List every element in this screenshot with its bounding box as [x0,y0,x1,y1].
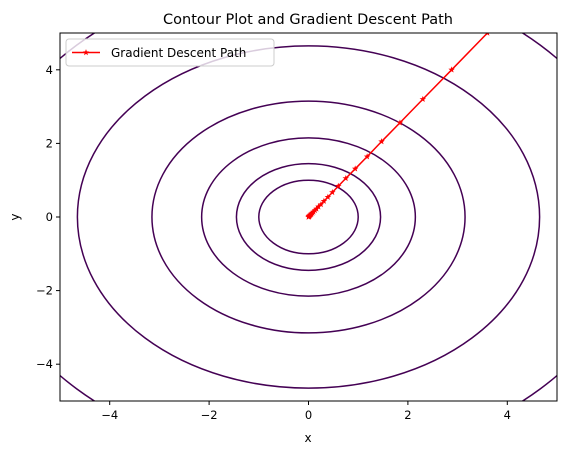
data-point [324,193,332,200]
y-tick-label: 0 [46,210,53,224]
legend-box [65,38,275,67]
contour-line [235,162,382,272]
data-point [311,206,319,214]
x-axis-label: x [304,431,311,445]
y-axis-ticks: −4 −2 0 2 4 [36,63,60,371]
y-tick-label: −2 [36,284,53,298]
x-tick-label: −4 [101,408,118,422]
y-tick-label: 2 [46,136,53,150]
data-point [396,119,404,126]
y-axis-label: y [8,213,22,220]
x-tick-label: 4 [504,408,511,422]
data-point [448,66,455,73]
contour-line [200,137,417,297]
legend: Gradient Descent Path [65,38,275,67]
data-point [363,153,371,160]
legend-marker-star-icon [82,49,90,56]
data-point [419,95,427,102]
data-point [310,208,317,215]
data-point [329,188,336,196]
contour-line [76,45,541,389]
chart-title: Contour Plot and Gradient Descent Path [163,12,453,28]
x-tick-label: −2 [201,408,218,422]
data-point [315,203,322,210]
x-tick-label: 0 [305,408,312,422]
data-point [378,138,385,145]
data-point [320,197,328,204]
legend-label: Gradient Descent Path [111,46,246,60]
x-tick-label: 2 [404,408,411,422]
data-point [351,165,359,172]
y-tick-label: 4 [46,63,53,77]
data-point [313,205,320,212]
data-point [305,213,312,220]
data-point [317,201,325,208]
y-tick-label: −4 [36,357,53,371]
data-point [335,182,342,189]
contour-line [258,179,359,255]
gradient-descent-path [305,33,490,220]
data-point [342,174,350,182]
contour-line [151,100,466,334]
x-axis-ticks: −4 −2 0 2 4 [101,401,511,422]
data-point [485,33,490,36]
